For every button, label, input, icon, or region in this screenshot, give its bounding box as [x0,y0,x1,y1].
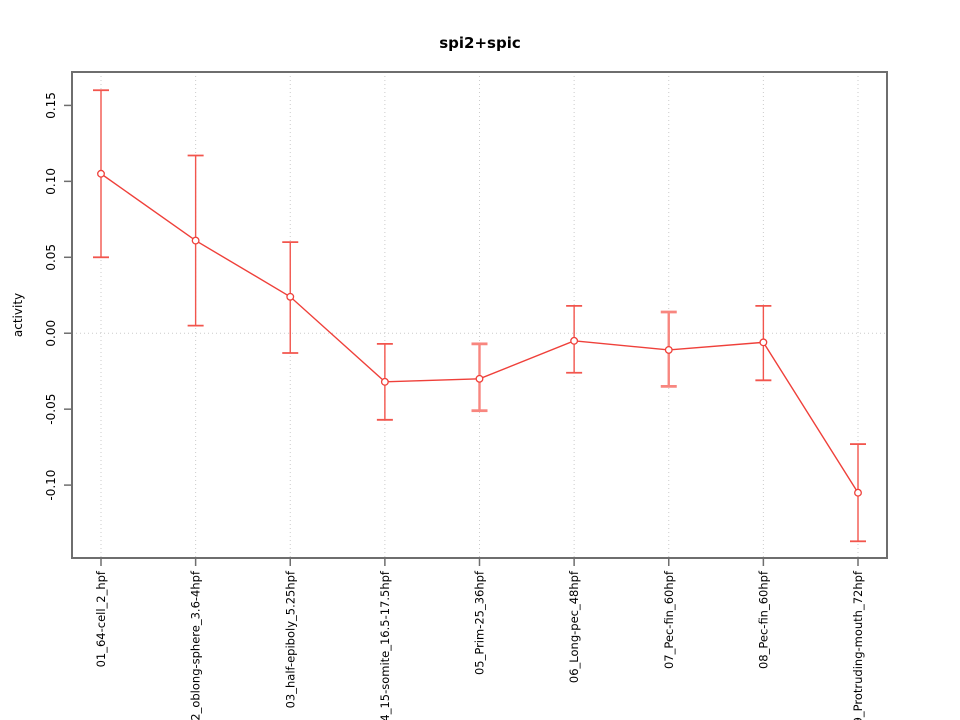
x-tick-label: 06_Long-pec_48hpf [567,570,581,683]
y-tick-label: 0.15 [44,92,58,119]
x-tick-label: 07_Pec-fin_60hpf [662,570,676,669]
x-tick-label: 08_Pec-fin_60hpf [756,570,770,669]
data-point-marker [570,336,579,345]
x-tick-label: 05_Prim-25_36hpf [473,570,487,675]
data-point-marker [286,292,295,301]
data-point-marker [759,338,768,347]
x-tick-label: 03_half-epiboly_5.25hpf [283,570,297,708]
data-point-marker [664,345,673,354]
y-axis-label: activity [11,293,25,337]
data-point-marker [97,169,105,178]
y-tick-label: 0.05 [44,244,58,271]
y-tick-label: 0.10 [44,168,58,195]
y-tick-label: 0.00 [44,320,58,347]
data-point-marker [191,236,200,245]
x-tick-label: 09_Protruding-mouth_72hpf [851,570,865,720]
gridlines [72,72,887,558]
y-tick-label: -0.05 [44,394,58,425]
data-point-marker [475,374,484,383]
x-tick-label: 04_15-somite_16.5-17.5hpf [378,570,392,720]
plot-box [71,71,888,559]
x-tick-label: 01_64-cell_2_hpf [94,570,108,667]
data-point-marker [380,377,389,386]
x-tick-label: 02_oblong-sphere_3.6-4hpf [189,570,203,720]
axis-ticks-and-labels: 0.15 0.10 0.05 0.00 -0.05 -0.10 01_64-cell_2_h… [44,92,865,720]
y-tick-label: -0.10 [44,470,58,501]
chart-title: spi2+spic [439,34,521,52]
data-series [93,89,866,543]
data-point-marker [854,488,862,497]
